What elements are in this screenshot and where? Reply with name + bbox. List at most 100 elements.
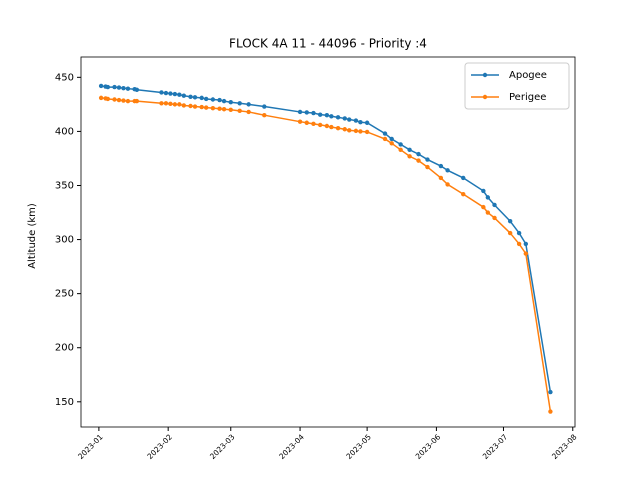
point (445, 168, 450, 173)
point (311, 121, 316, 127)
point (407, 154, 412, 159)
point (347, 117, 352, 122)
point (116, 97, 122, 103)
point (125, 98, 131, 104)
point (425, 164, 430, 170)
point (134, 98, 140, 104)
point (445, 182, 450, 187)
point (159, 101, 164, 106)
point (192, 104, 198, 109)
point (203, 96, 209, 102)
point (364, 120, 370, 125)
y-tick-label: 400 (55, 126, 74, 137)
point (329, 124, 334, 130)
point (398, 147, 403, 152)
point (112, 84, 117, 90)
point (199, 104, 204, 110)
point (485, 210, 491, 215)
point (416, 151, 421, 157)
point (237, 101, 242, 106)
point (172, 102, 178, 107)
point (188, 94, 193, 100)
point (324, 112, 330, 118)
point (516, 230, 522, 236)
point (203, 105, 209, 110)
point (221, 107, 227, 112)
point (516, 241, 522, 247)
point (382, 136, 388, 142)
point (485, 195, 491, 200)
point (389, 141, 394, 146)
legend-label: Perigee (509, 92, 546, 103)
point (324, 123, 330, 129)
point (188, 103, 193, 109)
y-tick-label: 450 (55, 72, 74, 83)
point (342, 127, 347, 132)
point (304, 110, 309, 115)
point (228, 107, 233, 112)
point (181, 93, 187, 98)
point (416, 158, 421, 163)
point (347, 128, 352, 133)
point (237, 108, 242, 114)
point (329, 114, 334, 119)
point (492, 202, 497, 208)
point (342, 116, 347, 121)
point (246, 102, 251, 107)
point (461, 175, 466, 181)
point (116, 85, 122, 90)
point (548, 389, 553, 395)
point (317, 122, 323, 128)
point (168, 101, 173, 107)
y-tick-label: 250 (55, 289, 74, 300)
point (358, 120, 363, 125)
point (507, 230, 513, 236)
point (364, 129, 370, 135)
point (353, 128, 359, 134)
point (304, 120, 309, 125)
point (112, 97, 117, 102)
point (121, 98, 126, 103)
point (335, 125, 341, 131)
point (492, 215, 497, 221)
point (199, 95, 204, 101)
y-tick-label: 150 (55, 397, 74, 408)
point (438, 175, 444, 181)
axes-frame (80, 56, 576, 428)
point (181, 103, 187, 108)
point (98, 95, 104, 101)
point (507, 218, 513, 224)
point (438, 163, 444, 169)
point (297, 119, 303, 124)
point (121, 85, 126, 91)
point (523, 251, 529, 256)
point (425, 157, 430, 162)
point (461, 191, 466, 197)
point (523, 241, 529, 247)
point (262, 112, 267, 118)
point (382, 131, 388, 136)
point (221, 98, 227, 104)
y-tick-label: 200 (55, 343, 74, 354)
point (192, 95, 198, 100)
point (481, 204, 486, 210)
legend-marker (482, 72, 488, 78)
point (246, 109, 251, 115)
point (159, 90, 164, 95)
point (105, 96, 111, 102)
point (262, 104, 267, 109)
point (172, 91, 178, 97)
point (297, 109, 303, 115)
point (481, 188, 486, 194)
legend-marker (482, 94, 488, 100)
point (163, 90, 169, 96)
point (389, 136, 394, 142)
point (210, 97, 216, 102)
point (317, 112, 323, 117)
point (311, 110, 316, 116)
point (217, 97, 222, 103)
point (163, 101, 169, 106)
legend-label: Apogee (509, 70, 547, 81)
point (358, 129, 363, 134)
